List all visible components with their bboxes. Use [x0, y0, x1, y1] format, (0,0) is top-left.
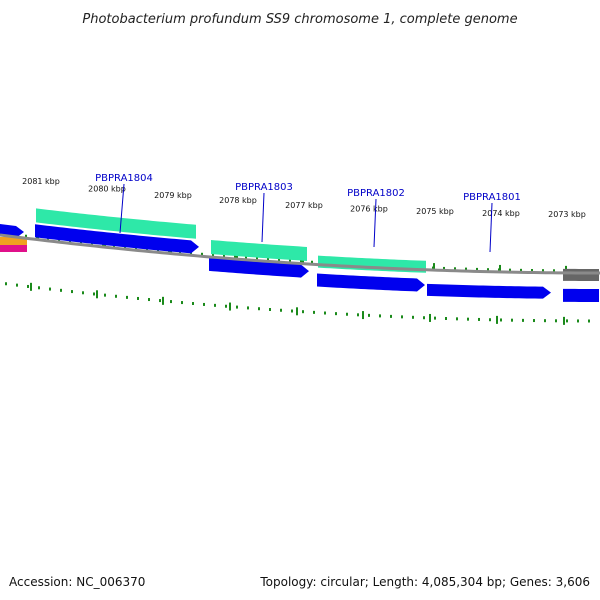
- gene-leader-line: [261, 192, 265, 243]
- edge-feature-magenta: [0, 245, 27, 252]
- gene-label: PBPRA1801: [463, 192, 521, 203]
- tick-label-track: 2081 kbp 2080 kbp 2079 kbp 2078 kbp 2077 kbp…: [22, 177, 586, 219]
- tick-label: 2073 kbp: [548, 210, 586, 219]
- backbone-ring: [0, 233, 600, 275]
- tick-label: 2074 kbp: [482, 209, 520, 218]
- rna-feature: [211, 240, 307, 261]
- topology-text: Topology: circular; Length: 4,085,304 bp…: [260, 575, 590, 589]
- tick-label: 2076 kbp: [350, 204, 388, 213]
- backbone-line: [0, 233, 600, 275]
- cds-arrow: [427, 283, 551, 299]
- tick-label: 2079 kbp: [154, 191, 192, 200]
- feature-track: [0, 208, 599, 302]
- gene-label: PBPRA1804: [95, 173, 153, 184]
- gene-leader-line: [489, 202, 493, 253]
- cds-arrow: [209, 257, 309, 278]
- tick-label: 2080 kbp: [88, 184, 126, 193]
- gene-label: PBPRA1803: [235, 182, 293, 193]
- gene-leader-line: [119, 183, 125, 234]
- inner-tick-track: [5, 282, 590, 325]
- cds-arrow: [35, 224, 199, 254]
- accession-text: Accession: NC_006370: [9, 575, 146, 589]
- tick-label: 2077 kbp: [285, 201, 323, 210]
- rna-feature: [36, 208, 196, 239]
- cds-arrow: [317, 273, 425, 292]
- tick-label: 2081 kbp: [22, 177, 60, 186]
- gene-leader-line: [373, 198, 377, 248]
- tick-label: 2075 kbp: [416, 207, 454, 216]
- gene-label-track: PBPRA1804 PBPRA1803 PBPRA1802 PBPRA1801: [95, 173, 521, 253]
- map-title: Photobacterium profundum SS9 chromosome …: [82, 12, 517, 27]
- tick-label: 2078 kbp: [219, 196, 257, 205]
- edge-feature-orange: [0, 237, 27, 245]
- cds-arrow: [563, 288, 599, 302]
- gene-label: PBPRA1802: [347, 188, 405, 199]
- other-feature: [563, 268, 599, 281]
